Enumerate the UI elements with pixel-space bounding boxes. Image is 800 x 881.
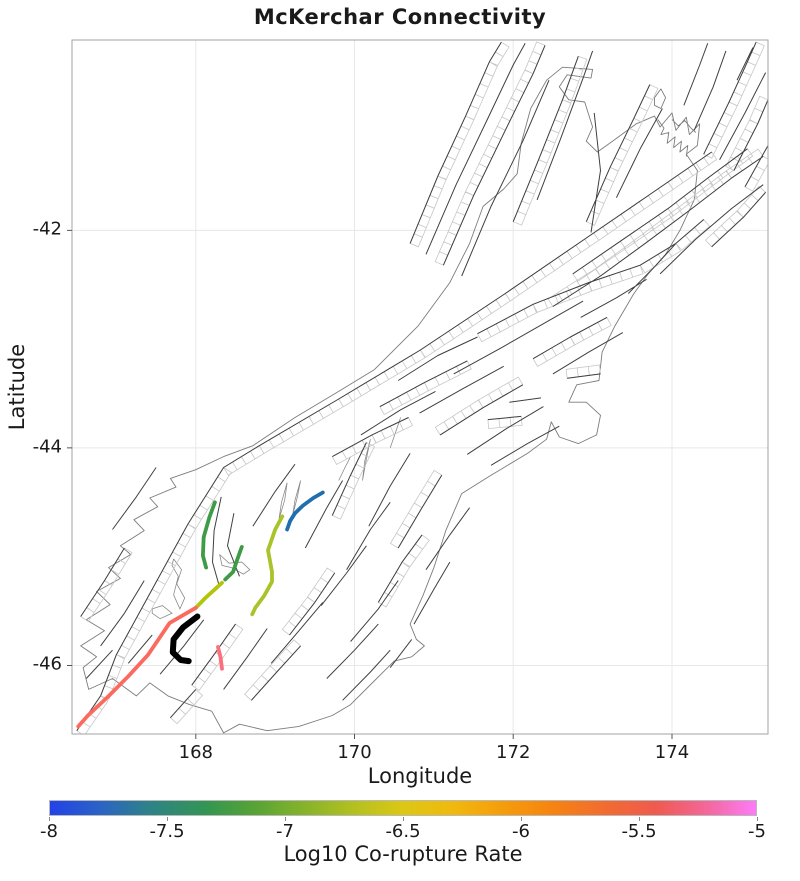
- colorbar-tick-label: -8: [40, 821, 58, 842]
- coastline: [80, 66, 701, 734]
- colorbar-tick-mark: [639, 817, 640, 821]
- highlighted-fault: [201, 500, 217, 570]
- highlighted-fault: [193, 580, 224, 610]
- y-tick-label: -46: [32, 653, 62, 675]
- highlighted-fault: [216, 645, 224, 671]
- page-title: McKerchar Connectivity: [253, 5, 547, 29]
- colorbar-tick-label: -7.5: [149, 821, 185, 842]
- highlighted-fault: [250, 514, 285, 617]
- y-tick-label: -44: [32, 436, 62, 458]
- colorbar-tick-label: -6.5: [385, 821, 421, 842]
- colorbar-tick-mark: [521, 817, 522, 821]
- plot-border: [71, 39, 769, 735]
- colorbar-gradient: [49, 800, 757, 816]
- highlighted-fault: [285, 490, 325, 532]
- x-axis-label: Longitude: [367, 764, 473, 788]
- colorbar-tick-mark: [49, 817, 50, 821]
- highlighted-fault: [223, 545, 244, 582]
- colorbar-tick-mark: [403, 817, 404, 821]
- x-tick-label: 168: [178, 742, 213, 763]
- y-tick-label: -42: [32, 218, 62, 240]
- highlighted-fault: [169, 613, 201, 665]
- fault-map: [67, 39, 769, 739]
- colorbar-tick-label: -6: [512, 821, 530, 842]
- colorbar-tick-label: -7: [276, 821, 294, 842]
- colorbar-tick-mark: [167, 817, 168, 821]
- fault-traces: [76, 41, 768, 731]
- colorbar-tick-label: -5: [748, 821, 766, 842]
- fault-section-rectangles: [76, 41, 768, 734]
- colorbar-label: Log10 Co-rupture Rate: [283, 842, 523, 866]
- gridlines: [72, 40, 768, 734]
- axis-ticks: [67, 229, 673, 739]
- colorbar-tick-label: -5.5: [621, 821, 657, 842]
- y-axis-label: Latitude: [5, 343, 29, 431]
- x-tick-label: 170: [337, 742, 372, 763]
- x-tick-label: 174: [654, 742, 690, 763]
- lakes: [151, 417, 401, 620]
- x-tick-label: 172: [496, 742, 531, 763]
- colorbar-tick-mark: [285, 817, 286, 821]
- colorbar-tick-mark: [757, 817, 758, 821]
- highlighted-fault: [76, 605, 198, 729]
